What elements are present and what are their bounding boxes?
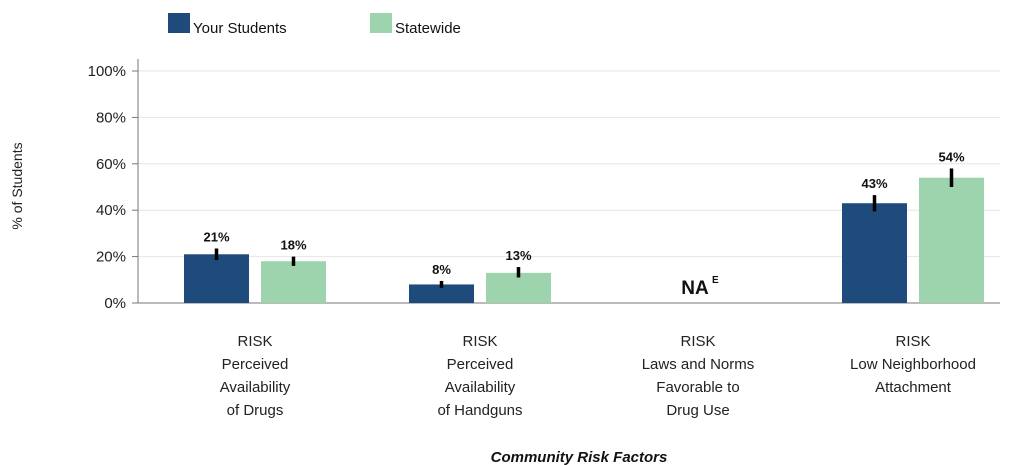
category-label: RISK Perceived Availability of Drugs [220, 333, 291, 419]
bar [184, 254, 249, 303]
y-tick-label: 20% [96, 249, 126, 266]
category-label-line: RISK [462, 333, 497, 350]
data-label: 13% [505, 248, 531, 263]
legend-label: Your Students [193, 20, 287, 37]
category-label-line: Availability [445, 379, 516, 396]
category-label: RISK Laws and Norms Favorable to Drug Use [642, 333, 755, 419]
category-label-line: Perceived [447, 356, 514, 373]
category-label-line: Availability [220, 379, 291, 396]
y-tick-label: 40% [96, 202, 126, 219]
y-axis-ticks: 0% 20% 40% 60% 80% 100% [88, 63, 138, 312]
y-axis-label: % of Students [9, 142, 25, 229]
bars [184, 177, 984, 303]
data-labels: 21% 8% 43% 18% 13% 54% [203, 149, 964, 277]
legend-label: Statewide [395, 20, 461, 37]
category-label-line: Drug Use [666, 402, 729, 419]
category-label-line: Favorable to [656, 379, 739, 396]
data-label: 8% [432, 262, 451, 277]
category-label: RISK Perceived Availability of Handguns [437, 333, 522, 419]
category-label-line: of Drugs [227, 402, 284, 419]
y-tick-label: 80% [96, 109, 126, 126]
category-label-line: Laws and Norms [642, 356, 755, 373]
category-label-line: RISK [680, 333, 715, 350]
bar [409, 284, 474, 303]
legend-swatch [168, 13, 190, 33]
bar [919, 177, 984, 303]
category-labels: RISK Perceived Availability of Drugs RISK Per… [220, 333, 976, 419]
bar [842, 203, 907, 303]
data-label: 54% [938, 149, 964, 164]
category-label: RISK Low Neighborhood Attachment [850, 333, 976, 396]
category-label-line: Attachment [875, 379, 952, 396]
x-axis-label: Community Risk Factors [491, 449, 668, 465]
bar [486, 272, 551, 303]
y-tick-label: 100% [88, 63, 126, 80]
data-label: 18% [280, 238, 306, 253]
category-label-line: RISK [237, 333, 272, 350]
legend: Your Students Statewide [168, 13, 461, 37]
category-label-line: of Handguns [437, 402, 522, 419]
legend-swatch [370, 13, 392, 33]
error-bars [214, 168, 954, 288]
category-label-line: Low Neighborhood [850, 356, 976, 373]
category-label-line: RISK [895, 333, 930, 350]
y-tick-label: 0% [104, 295, 126, 312]
na-annotation: NA [681, 278, 709, 299]
y-tick-label: 60% [96, 156, 126, 173]
data-label: 21% [203, 229, 229, 244]
na-superscript: E [712, 275, 719, 286]
data-label: 43% [861, 176, 887, 191]
category-label-line: Perceived [222, 356, 289, 373]
bar [261, 261, 326, 303]
annotations: NA E [681, 275, 719, 299]
